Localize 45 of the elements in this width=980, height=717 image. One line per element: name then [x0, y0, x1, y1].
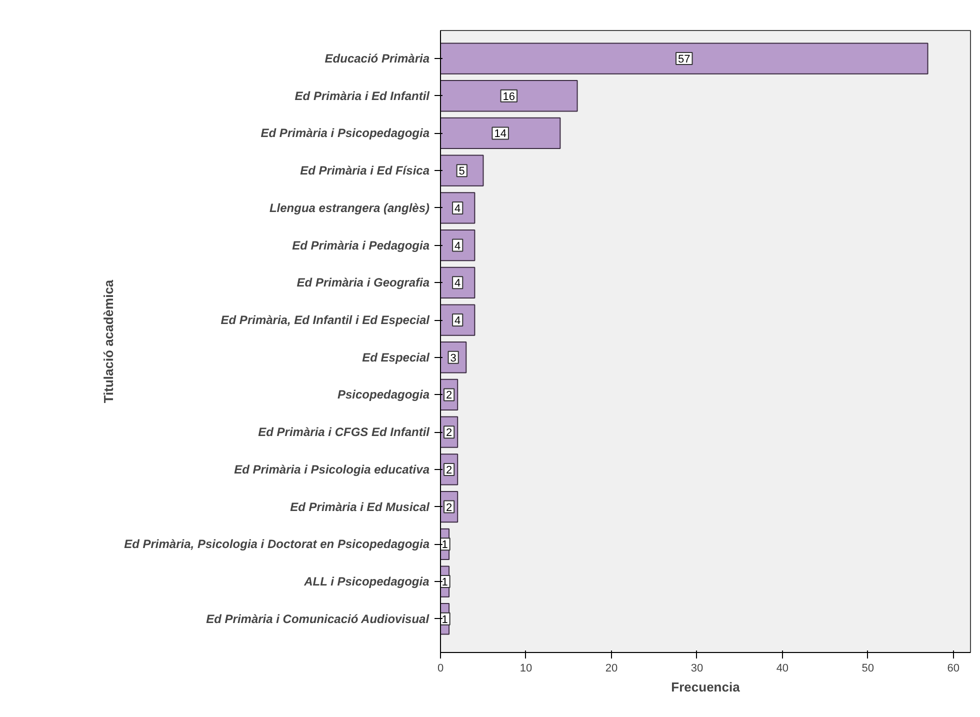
data-label: 2: [446, 464, 452, 476]
x-tick-label: 20: [605, 662, 618, 674]
x-tick-label: 30: [690, 662, 704, 674]
bar: [440, 42, 928, 74]
y-tick-label: Ed Primària i Psicopedagogia: [260, 126, 430, 140]
bar: [440, 80, 578, 112]
data-label: 3: [450, 352, 456, 364]
bar: [440, 117, 561, 150]
x-tick-label: 50: [862, 662, 874, 674]
y-tick-label: Ed Primària i Psicologia educativa: [234, 462, 430, 476]
data-label: 1: [442, 576, 448, 589]
x-tick-label: 0: [437, 662, 444, 674]
y-tick-label: Ed Primària, Ed Infantil i Ed Especial: [220, 313, 430, 328]
y-tick-label: Educació Primària: [324, 52, 430, 66]
y-tick-label: Ed Primària i Geografia: [296, 276, 430, 290]
data-label: 14: [494, 128, 506, 140]
x-tick-label: 60: [947, 662, 960, 674]
y-axis-title: Titulació acadèmica: [101, 279, 116, 404]
x-tick-label: 40: [776, 662, 789, 674]
y-tick-label: Llengua estrangera (anglès): [269, 200, 430, 215]
y-tick-label: Ed Primària i Ed Física: [300, 164, 430, 178]
y-tick-label: Psicopedagogia: [337, 388, 430, 402]
data-label: 5: [458, 166, 465, 178]
y-tick-label: Ed Primària i Ed Infantil: [294, 88, 430, 103]
data-label: 4: [454, 315, 461, 328]
data-label: 4: [454, 202, 461, 215]
data-label: 4: [454, 240, 461, 252]
y-tick-label: Ed Primària i CFGS Ed Infantil: [258, 425, 430, 440]
data-label: 16: [502, 90, 516, 103]
x-tick-label: 10: [520, 662, 532, 674]
y-tick-label: Ed Especial: [362, 350, 430, 364]
data-label: 1: [442, 539, 448, 552]
y-tick-label: Ed Primària i Pedagogia: [292, 238, 430, 252]
y-tick-label: Ed Primària, Psicologia i Doctorat en Psicopedagogia: [124, 537, 430, 552]
data-label: 2: [446, 390, 452, 402]
y-tick-label: Ed Primària i Ed Musical: [290, 500, 430, 514]
data-label: 2: [446, 502, 452, 514]
y-tick-label: Ed Primària i Comunicació Audiovisual: [206, 612, 430, 626]
data-label: 1: [442, 614, 448, 626]
data-label: 4: [454, 278, 461, 290]
x-axis-title: Frecuencia: [671, 680, 741, 694]
data-label: 2: [446, 427, 452, 440]
y-tick-label: ALL i Psicopedagogia: [303, 574, 430, 589]
bar: [440, 154, 484, 186]
data-label: 57: [678, 54, 690, 66]
